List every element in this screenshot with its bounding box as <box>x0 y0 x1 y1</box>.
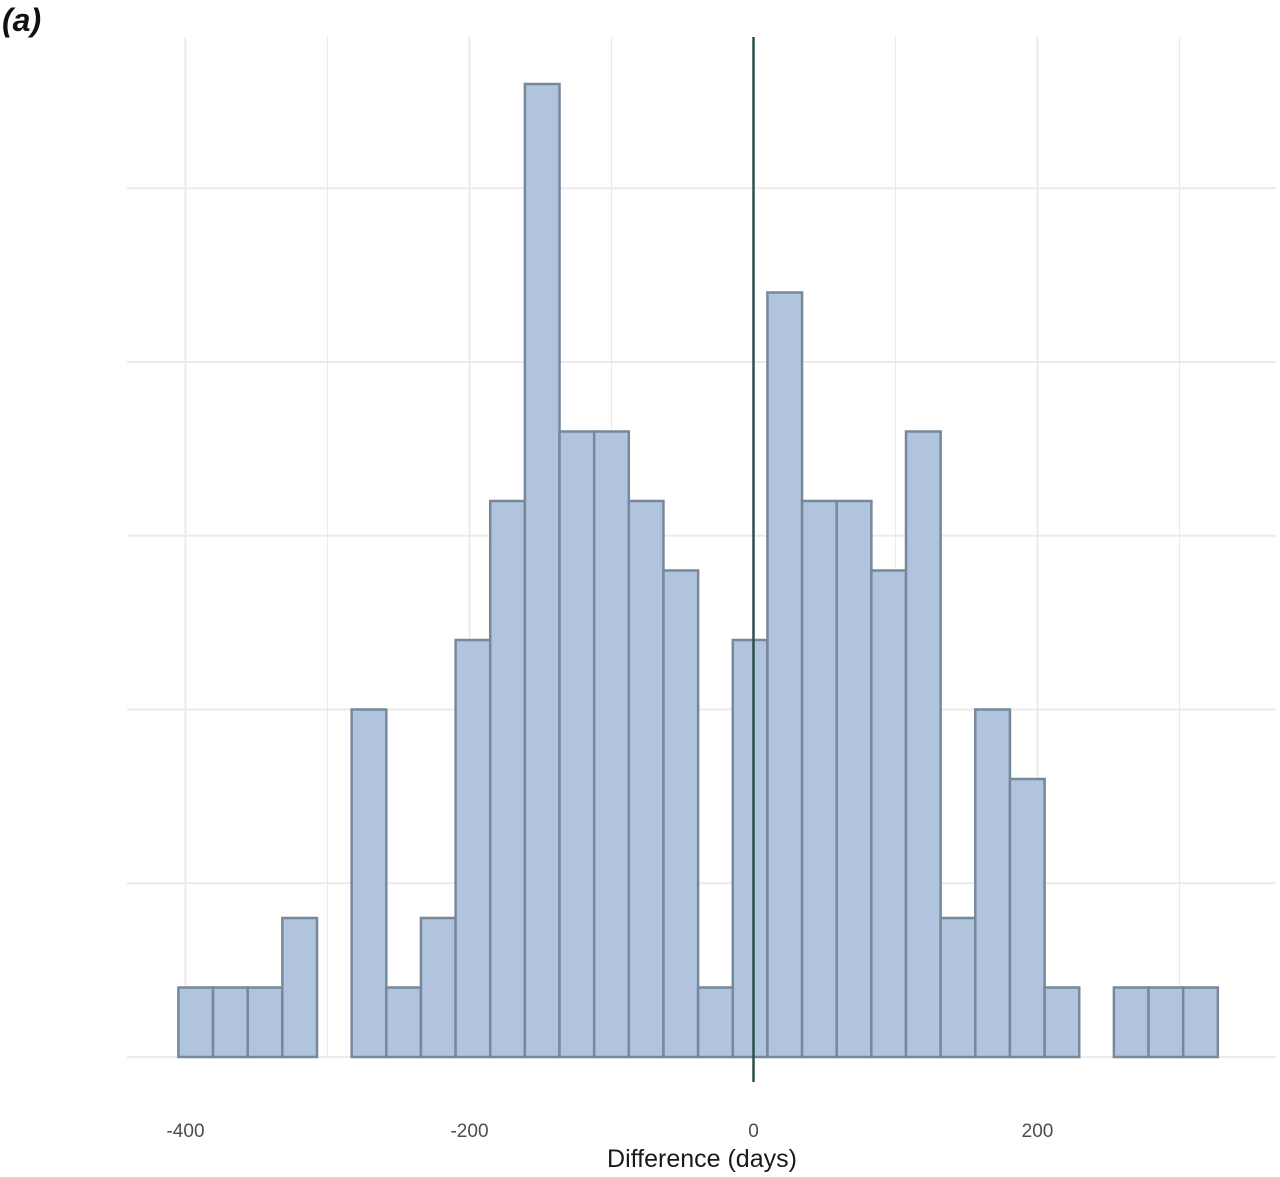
histogram-bar <box>246 986 284 1059</box>
histogram-bar <box>1043 986 1081 1059</box>
histogram-bar <box>1181 986 1220 1059</box>
histogram-bar <box>419 916 457 1059</box>
x-tick-label: 0 <box>748 1121 759 1142</box>
histogram-bar <box>974 708 1012 1059</box>
histogram-bar <box>211 986 249 1059</box>
histogram-bar <box>558 430 596 1059</box>
histogram-bar <box>281 916 319 1059</box>
histogram-bar <box>696 986 735 1059</box>
x-tick-label: -200 <box>450 1121 488 1142</box>
histogram-bar <box>350 708 388 1059</box>
histogram-bar <box>627 499 665 1059</box>
histogram-bar <box>904 430 942 1059</box>
histogram-bar <box>385 986 423 1059</box>
x-tick-label: 200 <box>1022 1121 1054 1142</box>
histogram-bar <box>454 638 492 1059</box>
histogram-bar <box>800 499 838 1059</box>
bars-layer <box>177 82 1220 1059</box>
histogram-bar <box>766 291 804 1059</box>
histogram-bar <box>939 916 977 1059</box>
histogram-bar <box>177 986 215 1059</box>
histogram-bar <box>488 499 527 1059</box>
histogram-bar <box>1112 986 1150 1059</box>
histogram-bar <box>731 638 769 1059</box>
histogram-bar <box>523 82 561 1059</box>
histogram-bar <box>1147 986 1185 1059</box>
histogram-bar <box>1008 777 1046 1059</box>
grid-layer <box>127 37 1276 1058</box>
histogram-bar <box>870 569 908 1059</box>
histogram-bar <box>835 499 873 1059</box>
histogram-bar <box>592 430 631 1059</box>
x-axis-ticks: -400 -200 0 200 <box>166 1121 1053 1142</box>
panel-label: (a) <box>2 2 42 38</box>
x-axis-title: Difference (days) <box>607 1145 797 1173</box>
histogram-bar <box>662 569 700 1059</box>
x-tick-label: -400 <box>166 1121 204 1142</box>
